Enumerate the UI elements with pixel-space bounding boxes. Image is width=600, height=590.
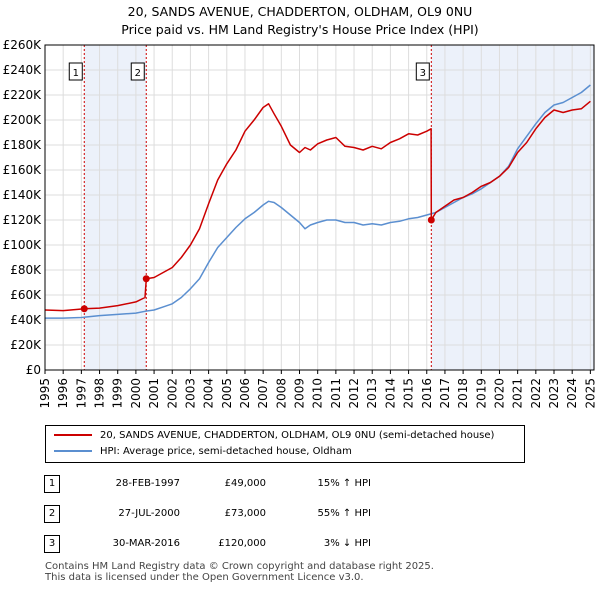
x-tick-label: 2005 xyxy=(220,378,234,409)
x-tick-label: 2011 xyxy=(329,378,343,409)
sale-row: 2 27-JUL-2000 £73,000 55% ↑ HPI xyxy=(0,505,600,525)
sale-point xyxy=(80,305,88,313)
y-tick-label: £0 xyxy=(26,363,41,377)
x-tick-label: 2009 xyxy=(293,378,307,409)
y-tick-label: £220K xyxy=(3,88,43,102)
legend-label-hpi: HPI: Average price, semi-detached house,… xyxy=(100,446,352,457)
x-tick-label: 1999 xyxy=(111,378,125,409)
footer-line-2: This data is licensed under the Open Gov… xyxy=(45,572,364,583)
x-tick-label: 2007 xyxy=(256,378,270,409)
y-tick-label: £160K xyxy=(3,163,43,177)
sale-hpi-diff: 3% ↓ HPI xyxy=(323,538,371,549)
shaded-period xyxy=(84,45,147,370)
x-tick-label: 1998 xyxy=(93,378,107,409)
y-tick-label: £260K xyxy=(3,38,43,52)
x-tick-label: 1996 xyxy=(56,378,70,409)
legend-item-hpi: HPI: Average price, semi-detached house,… xyxy=(54,444,352,460)
sale-price: £73,000 xyxy=(224,508,266,519)
y-tick-label: £40K xyxy=(10,313,42,327)
plot-frame xyxy=(44,44,595,371)
x-tick-label: 2013 xyxy=(365,378,379,409)
legend-item-property: 20, SANDS AVENUE, CHADDERTON, OLDHAM, OL… xyxy=(54,428,494,444)
legend-label-property: 20, SANDS AVENUE, CHADDERTON, OLDHAM, OL… xyxy=(100,430,495,441)
x-tick-label: 2018 xyxy=(456,378,470,409)
x-tick-label: 2002 xyxy=(165,378,179,409)
sale-date: 28-FEB-1997 xyxy=(115,478,180,489)
title-line-1: 20, SANDS AVENUE, CHADDERTON, OLDHAM, OL… xyxy=(127,4,473,19)
sale-number-badge: 3 xyxy=(44,535,60,553)
sale-marker-label: 2 xyxy=(135,68,141,79)
x-tick-label: 2016 xyxy=(420,378,434,409)
price-chart: £0 £20K £40K £60K £80K £100K £120K £140K £160K £1… xyxy=(3,38,598,409)
footer: Contains HM Land Registry data © Crown c… xyxy=(45,561,434,583)
y-tick-label: £20K xyxy=(10,338,42,352)
x-tick-label: 2006 xyxy=(238,378,252,409)
sale-marker-box xyxy=(415,62,430,81)
sale-point xyxy=(142,275,150,283)
sale-hpi-diff: 15% ↑ HPI xyxy=(317,478,371,489)
y-tick-label: £200K xyxy=(3,113,43,127)
x-tick-label: 2024 xyxy=(565,378,579,409)
sale-marker-box xyxy=(130,62,145,81)
sale-number-badge: 1 xyxy=(44,475,60,493)
x-tick-label: 2008 xyxy=(274,378,288,409)
y-tick-label: £60K xyxy=(10,288,42,302)
legend-swatch-hpi xyxy=(54,450,92,452)
y-tick-label: £120K xyxy=(3,213,43,227)
x-tick-label: 1995 xyxy=(38,378,52,409)
property-price-line xyxy=(44,100,591,312)
y-tick-label: £140K xyxy=(3,188,43,202)
x-tick-label: 2000 xyxy=(129,378,143,409)
sale-date: 30-MAR-2016 xyxy=(112,538,180,549)
sale-price: £120,000 xyxy=(218,538,266,549)
x-tick-label: 2023 xyxy=(547,378,561,409)
sale-row: 3 30-MAR-2016 £120,000 3% ↓ HPI xyxy=(0,535,600,555)
sale-marker-label: 3 xyxy=(420,68,426,79)
chart-title: 20, SANDS AVENUE, CHADDERTON, OLDHAM, OL… xyxy=(0,3,600,39)
x-tick-label: 1997 xyxy=(74,378,88,409)
x-tick-label: 2015 xyxy=(402,378,416,409)
y-tick-label: £100K xyxy=(3,238,43,252)
y-tick-label: £240K xyxy=(3,63,43,77)
x-tick-label: 2022 xyxy=(529,378,543,409)
x-tick-label: 2019 xyxy=(474,378,488,409)
sale-number-badge: 2 xyxy=(44,505,60,523)
legend: 20, SANDS AVENUE, CHADDERTON, OLDHAM, OL… xyxy=(45,425,525,463)
sale-date: 27-JUL-2000 xyxy=(118,508,180,519)
legend-swatch-property xyxy=(54,434,92,436)
shaded-period xyxy=(431,45,594,370)
x-tick-label: 2017 xyxy=(438,378,452,409)
sale-marker-label: 1 xyxy=(73,68,79,79)
x-tick-label: 2012 xyxy=(347,378,361,409)
x-tick-label: 2025 xyxy=(583,378,597,409)
footer-line-1: Contains HM Land Registry data © Crown c… xyxy=(45,561,434,572)
sale-point xyxy=(427,216,435,224)
x-tick-label: 2004 xyxy=(202,378,216,409)
x-tick-label: 2020 xyxy=(492,378,506,409)
x-tick-label: 2001 xyxy=(147,378,161,409)
x-tick-label: 2010 xyxy=(311,378,325,409)
sale-marker-box xyxy=(68,62,83,81)
x-tick-label: 2021 xyxy=(511,378,525,409)
sale-hpi-diff: 55% ↑ HPI xyxy=(317,508,371,519)
x-tick-label: 2014 xyxy=(383,378,397,409)
y-tick-label: £80K xyxy=(10,263,42,277)
sale-price: £49,000 xyxy=(224,478,266,489)
title-line-2: Price paid vs. HM Land Registry's House … xyxy=(121,22,479,37)
sale-row: 1 28-FEB-1997 £49,000 15% ↑ HPI xyxy=(0,475,600,495)
y-tick-label: £180K xyxy=(3,138,43,152)
x-tick-label: 2003 xyxy=(183,378,197,409)
